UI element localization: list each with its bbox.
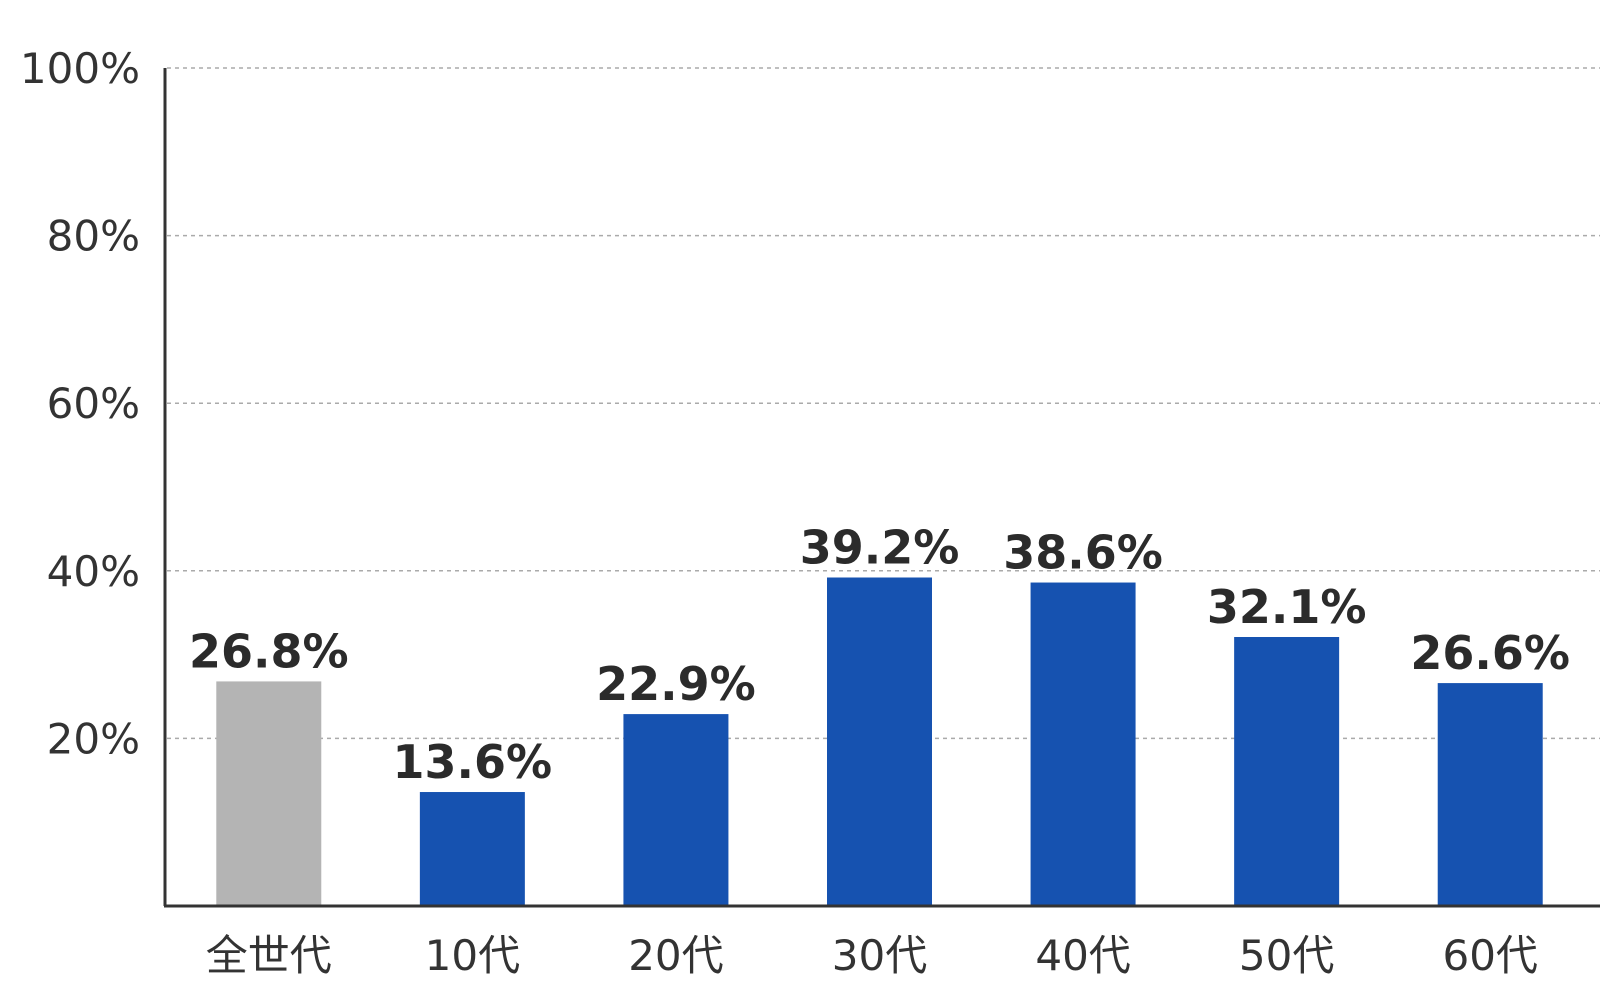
data-labels: 26.8% 13.6% 22.9% 39.2% 38.6% 32.1% 26.6% (189, 521, 1570, 790)
data-label: 13.6% (393, 735, 553, 789)
category-label: 50代 (1239, 931, 1334, 980)
bar-3 (827, 577, 932, 906)
y-axis-tick-labels: 20% 40% 60% 80% 100% (20, 44, 140, 763)
bar-4 (1030, 582, 1136, 906)
bar-5 (1234, 637, 1340, 906)
y-tick-label: 60% (47, 379, 140, 428)
y-tick-label: 80% (47, 212, 140, 261)
category-label: 20代 (628, 931, 723, 980)
bar-6 (1437, 683, 1543, 906)
category-label: 30代 (832, 931, 927, 980)
data-label: 32.1% (1207, 580, 1367, 634)
category-label: 全世代 (206, 931, 332, 980)
data-label: 39.2% (800, 521, 960, 575)
category-labels: 全世代 10代 20代 30代 40代 50代 60代 (206, 931, 1538, 980)
y-tick-label: 40% (47, 547, 140, 596)
grid-lines (167, 67, 1600, 740)
data-label: 26.8% (189, 624, 349, 678)
data-label: 26.6% (1410, 626, 1570, 680)
category-label: 10代 (425, 931, 520, 980)
bar-0 (216, 681, 322, 906)
bars (216, 577, 1543, 906)
category-label: 40代 (1035, 931, 1130, 980)
bar-2 (623, 714, 729, 906)
y-tick-label: 20% (47, 714, 140, 763)
y-tick-label: 100% (20, 44, 140, 93)
data-label: 38.6% (1003, 526, 1163, 580)
data-label: 22.9% (596, 657, 756, 711)
category-label: 60代 (1442, 931, 1537, 980)
bar-1 (419, 792, 525, 906)
